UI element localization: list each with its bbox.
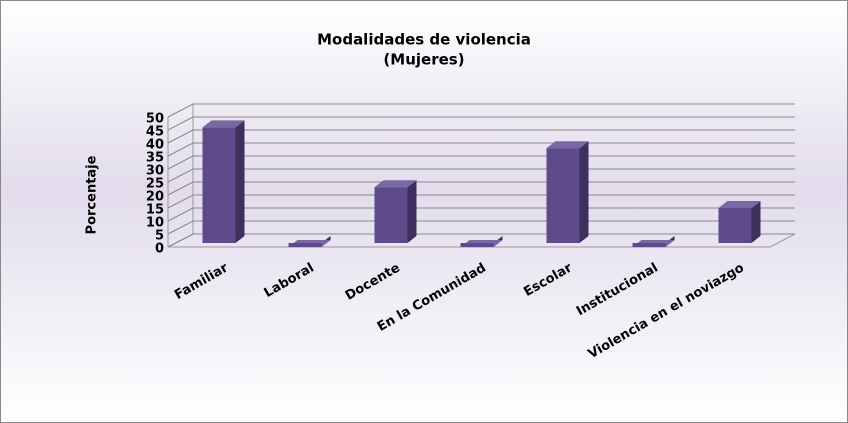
y-tick-label: 30 [146,164,164,179]
bar [374,187,408,243]
grid-line [167,194,795,209]
y-tick-label: 15 [146,203,164,218]
grid-line [167,142,795,157]
grid-line [167,181,795,196]
bar-side [407,180,417,243]
grid-line [167,129,795,144]
y-tick-label: 0 [155,242,164,257]
bar [460,243,494,247]
y-tick-label: 20 [146,190,164,205]
bar [546,148,580,243]
bar-top [374,180,417,188]
y-tick-label: 10 [146,216,164,231]
y-tick-label: 50 [146,112,164,127]
bar-top [546,141,589,149]
y-tick-label: 5 [155,229,164,244]
y-tick-label: 45 [146,125,164,140]
bar-top [718,201,761,208]
bar-top [202,120,245,128]
grid-line [167,103,795,118]
bar-side [235,120,245,243]
bar [718,208,752,243]
y-tick-label: 25 [146,177,164,192]
grid-line [167,233,795,248]
grid-line [167,220,795,235]
grid-line [167,116,795,131]
y-axis-label: Porcentaje [85,155,100,234]
bar [202,127,236,243]
bar [288,243,322,247]
y-tick-label: 35 [146,151,164,166]
grid-line [167,207,795,222]
grid-line [167,155,795,170]
bar-side [751,201,761,243]
chart-title: (Mujeres) [383,51,464,69]
bar [632,243,666,247]
chart-title: Modalidades de violencia [317,31,531,49]
y-tick-label: 40 [146,138,164,153]
grid-line [167,168,795,183]
bar-side [579,141,589,243]
